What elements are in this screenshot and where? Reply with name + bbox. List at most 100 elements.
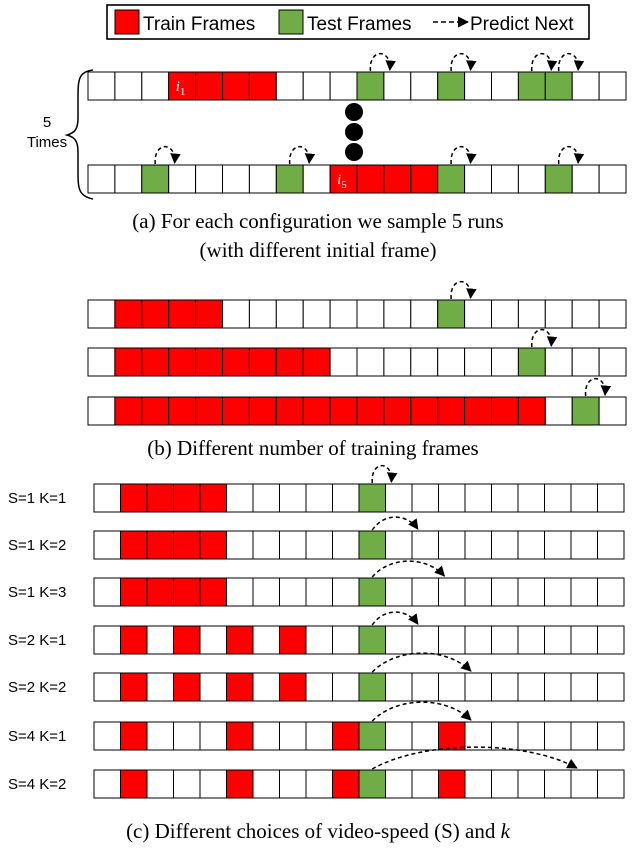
legend-predict-label: Predict Next (470, 14, 574, 35)
train-frame-cell (195, 71, 224, 101)
legend-train-label: Train Frames (143, 14, 255, 35)
train-frame-cell (226, 625, 254, 655)
train-frame-cell (332, 721, 360, 751)
empty-frame-cell (491, 483, 519, 513)
empty-frame-cell (248, 299, 277, 329)
empty-frame-cell (517, 625, 545, 655)
train-frame-cell (275, 347, 304, 377)
empty-frame-cell (356, 347, 385, 377)
test-frame-cell (358, 530, 386, 560)
empty-frame-cell (87, 71, 116, 101)
empty-frame-cell (275, 71, 304, 101)
ellipsis-dot (345, 123, 363, 141)
train-frame-cell (226, 672, 254, 702)
initial-frame-label: i1 (176, 79, 186, 98)
panel-a-strips: i1 i5 (87, 53, 627, 194)
test-frame-cell (437, 164, 466, 194)
train-frame-cell (226, 721, 254, 751)
empty-frame-cell (385, 625, 413, 655)
empty-frame-cell (597, 625, 625, 655)
train-frame-cell (302, 347, 331, 377)
empty-frame-cell (226, 483, 254, 513)
frame-strip (87, 378, 627, 426)
empty-frame-cell (305, 769, 333, 799)
empty-frame-cell (146, 672, 174, 702)
empty-frame-cell (597, 530, 625, 560)
test-frame-cell (358, 769, 386, 799)
empty-frame-cell (93, 577, 121, 607)
empty-frame-cell (332, 530, 360, 560)
empty-frame-cell (411, 672, 439, 702)
empty-frame-cell (279, 769, 307, 799)
empty-frame-cell (385, 577, 413, 607)
empty-frame-cell (385, 483, 413, 513)
test-frame-cell (544, 164, 573, 194)
train-frame-cell (168, 396, 197, 426)
train-frame-cell (222, 396, 250, 426)
empty-frame-cell (597, 769, 625, 799)
empty-frame-cell (411, 530, 439, 560)
empty-frame-cell (598, 347, 627, 377)
initial-frame-letter: i (176, 79, 180, 95)
empty-frame-cell (332, 672, 360, 702)
train-frame-cell (173, 577, 201, 607)
train-frame-cell (120, 530, 148, 560)
empty-frame-cell (517, 164, 546, 194)
train-frame-cell (120, 672, 148, 702)
predict-next-arrow (154, 146, 181, 165)
predict-next-arrow (450, 53, 477, 72)
empty-frame-cell (544, 721, 572, 751)
empty-frame-cell (226, 577, 254, 607)
train-frame-cell (437, 396, 466, 426)
empty-frame-cell (383, 71, 412, 101)
train-frame-cell (146, 483, 174, 513)
empty-frame-cell (87, 396, 116, 426)
empty-frame-cell (544, 530, 572, 560)
empty-frame-cell (222, 299, 250, 329)
frame-strip (93, 611, 625, 655)
empty-frame-cell (571, 164, 600, 194)
brace-label-times: Times (27, 134, 67, 151)
panel-c-caption-k: k (501, 819, 511, 843)
empty-frame-cell (87, 299, 116, 329)
empty-frame-cell (411, 625, 439, 655)
panel-c-caption-text: (c) Different choices of video-speed (S)… (126, 819, 501, 843)
predict-next-arrow (557, 146, 585, 165)
empty-frame-cell (305, 530, 333, 560)
frame-strip (93, 746, 625, 799)
train-frame-cell (491, 396, 519, 426)
legend: Train Frames Test Frames Predict Next (106, 4, 590, 40)
empty-frame-cell (93, 769, 121, 799)
empty-frame-cell (491, 721, 519, 751)
empty-frame-cell (302, 71, 331, 101)
frame-strip (87, 329, 627, 377)
legend-train-swatch (114, 9, 140, 35)
train-frame-cell (302, 396, 331, 426)
empty-frame-cell (199, 625, 227, 655)
empty-frame-cell (517, 483, 545, 513)
frame-strip (93, 465, 625, 513)
frame-strip: i5 (87, 146, 627, 194)
empty-frame-cell (571, 71, 600, 101)
empty-frame-cell (252, 577, 280, 607)
train-frame-cell (146, 577, 174, 607)
frame-strip (93, 652, 625, 702)
empty-frame-cell (464, 625, 492, 655)
empty-frame-cell (411, 483, 439, 513)
empty-frame-cell (491, 625, 519, 655)
panel-a-caption-line2: (with different initial frame) (200, 238, 437, 262)
panel-b-strips (87, 281, 627, 426)
panel-b: (b) Different number of training frames (87, 281, 627, 460)
empty-frame-cell (252, 625, 280, 655)
empty-frame-cell (302, 299, 331, 329)
predict-next-arrow (288, 146, 316, 165)
empty-frame-cell (252, 530, 280, 560)
empty-frame-cell (411, 721, 439, 751)
initial-frame-letter: i (337, 172, 341, 188)
empty-frame-cell (464, 721, 492, 751)
empty-frame-cell (383, 347, 412, 377)
empty-frame-cell (252, 483, 280, 513)
empty-frame-cell (597, 672, 625, 702)
empty-frame-cell (385, 769, 413, 799)
